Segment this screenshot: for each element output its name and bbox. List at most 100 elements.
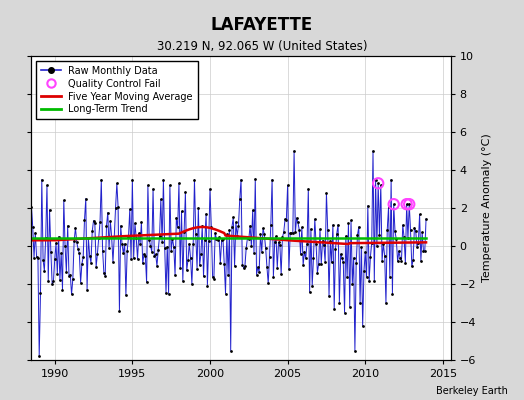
Text: LAFAYETTE: LAFAYETTE bbox=[211, 16, 313, 34]
Point bbox=[301, 255, 310, 261]
Point bbox=[366, 254, 375, 260]
Point bbox=[22, 227, 30, 233]
Point bbox=[263, 264, 271, 270]
Point bbox=[109, 259, 117, 265]
Point bbox=[323, 227, 332, 234]
Point bbox=[82, 195, 90, 202]
Point bbox=[348, 280, 356, 287]
Point bbox=[179, 278, 187, 284]
Point bbox=[268, 176, 276, 183]
Point bbox=[21, 246, 29, 253]
Point bbox=[380, 252, 389, 259]
Point bbox=[316, 226, 324, 232]
Point bbox=[319, 238, 327, 244]
Point bbox=[351, 347, 359, 354]
Point bbox=[402, 201, 411, 207]
Point bbox=[404, 235, 412, 242]
Point bbox=[294, 219, 302, 226]
Point bbox=[353, 232, 362, 238]
Point bbox=[192, 231, 200, 238]
Point bbox=[80, 217, 89, 223]
Point bbox=[317, 261, 325, 267]
Point bbox=[38, 176, 46, 183]
Point bbox=[375, 231, 384, 238]
Point bbox=[151, 251, 160, 258]
Point bbox=[116, 222, 125, 229]
Point bbox=[193, 266, 201, 272]
Point bbox=[68, 291, 76, 298]
Point bbox=[58, 286, 67, 293]
Point bbox=[229, 214, 237, 220]
Point bbox=[63, 222, 72, 229]
Point bbox=[48, 281, 57, 287]
Point bbox=[187, 255, 195, 262]
Point bbox=[172, 214, 181, 221]
Point bbox=[325, 293, 333, 299]
Point bbox=[119, 250, 127, 256]
Point bbox=[221, 290, 230, 297]
Point bbox=[43, 182, 51, 188]
Point bbox=[214, 237, 222, 243]
Point bbox=[105, 244, 113, 251]
Point bbox=[392, 236, 400, 242]
Point bbox=[157, 196, 165, 203]
Point bbox=[364, 202, 372, 209]
Point bbox=[388, 291, 397, 298]
Point bbox=[19, 230, 28, 237]
Point bbox=[91, 220, 99, 226]
Point bbox=[83, 286, 91, 293]
Point bbox=[26, 248, 35, 255]
Point bbox=[272, 233, 280, 240]
Point bbox=[212, 236, 221, 242]
Point bbox=[261, 244, 270, 251]
Point bbox=[269, 274, 278, 280]
Point bbox=[41, 235, 50, 242]
Point bbox=[285, 266, 293, 272]
Point bbox=[339, 259, 347, 265]
Point bbox=[128, 176, 137, 183]
Point bbox=[300, 249, 309, 255]
Point bbox=[154, 247, 162, 253]
Point bbox=[358, 323, 367, 329]
Point bbox=[173, 224, 182, 231]
Point bbox=[87, 260, 95, 266]
Point bbox=[36, 290, 45, 296]
Point bbox=[190, 176, 199, 183]
Point bbox=[254, 264, 262, 270]
Point bbox=[304, 186, 312, 192]
Point bbox=[414, 240, 422, 246]
Point bbox=[44, 278, 52, 284]
Point bbox=[47, 248, 55, 255]
Text: Berkeley Earth: Berkeley Earth bbox=[436, 386, 508, 396]
Point bbox=[363, 274, 371, 280]
Point bbox=[370, 278, 378, 285]
Point bbox=[121, 240, 129, 247]
Point bbox=[129, 255, 138, 262]
Point bbox=[176, 265, 184, 272]
Point bbox=[231, 263, 239, 270]
Point bbox=[166, 182, 174, 188]
Point bbox=[94, 235, 103, 241]
Point bbox=[242, 245, 250, 251]
Point bbox=[273, 265, 281, 271]
Point bbox=[204, 238, 213, 245]
Point bbox=[237, 176, 245, 183]
Point bbox=[85, 252, 94, 259]
Point bbox=[281, 216, 289, 222]
Point bbox=[408, 263, 416, 270]
Point bbox=[144, 182, 152, 188]
Point bbox=[39, 257, 47, 263]
Point bbox=[309, 254, 318, 261]
Point bbox=[170, 244, 178, 250]
Point bbox=[24, 205, 32, 212]
Point bbox=[360, 268, 368, 274]
Point bbox=[184, 257, 192, 263]
Point bbox=[344, 220, 353, 226]
Point bbox=[345, 304, 354, 310]
Point bbox=[70, 238, 78, 244]
Point bbox=[258, 248, 266, 255]
Point bbox=[400, 234, 408, 240]
Point bbox=[135, 230, 143, 236]
Point bbox=[378, 258, 386, 264]
Point bbox=[220, 260, 228, 267]
